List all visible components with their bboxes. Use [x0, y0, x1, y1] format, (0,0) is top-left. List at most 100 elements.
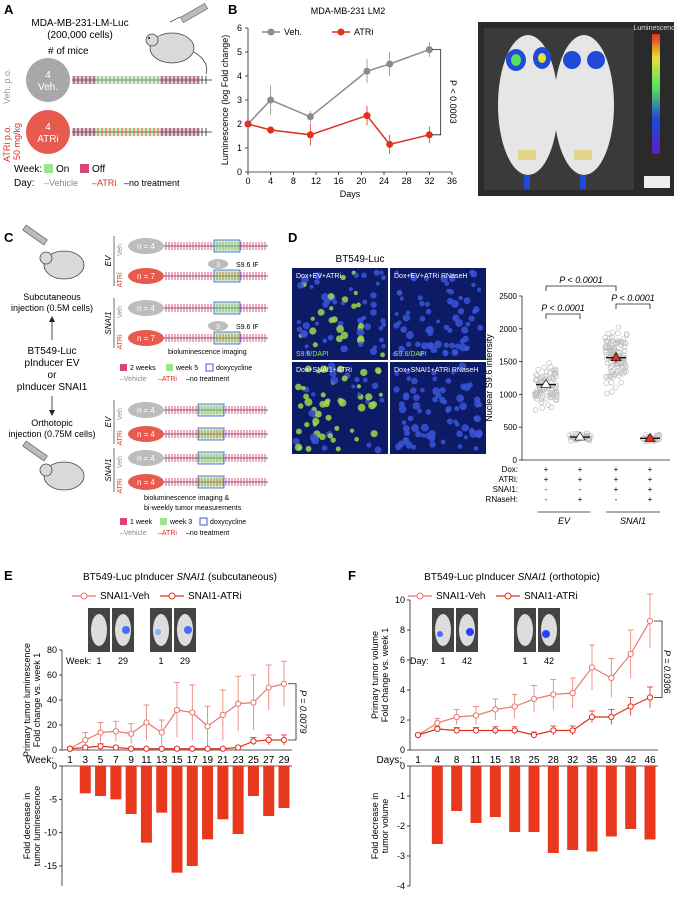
d-point [602, 345, 609, 351]
d-row-sign: + [578, 495, 583, 504]
f-lower-y-label-1: Fold decrease in [370, 793, 380, 860]
d-point [607, 345, 613, 351]
c-or-n-label: n = 4 [137, 430, 156, 439]
c-sc-dox-box [213, 331, 241, 345]
e-title-pre: BT549-Luc pInducer [83, 572, 176, 583]
panel-letter-e: E [4, 568, 13, 583]
d-image-nucleus [413, 394, 420, 401]
d-image-nucleus [445, 378, 452, 384]
d-image-nucleus [400, 326, 408, 333]
e-lower-bar [278, 766, 290, 808]
d-point [533, 393, 540, 399]
d-point [539, 405, 545, 411]
e-x-tick-label: 25 [248, 755, 260, 766]
d-point [534, 376, 540, 383]
d-point [548, 404, 555, 411]
d-image-nucleus [316, 369, 321, 374]
e-title-gene: SNAI1 [176, 572, 205, 583]
a-veh-circle [26, 58, 70, 102]
d-image-nucleus [468, 315, 475, 322]
e-lower-y-tick-label: -10 [44, 828, 57, 838]
b-y-tick-label: 1 [237, 143, 242, 153]
c-legend-or-none: –no treatment [186, 530, 229, 537]
panel-letter-b: B [228, 2, 237, 17]
b-x-tick-label: 16 [334, 176, 344, 186]
f-title: BT549-Luc pInducer SNAI1 (orthotopic) [424, 572, 600, 583]
d-image-nucleus [354, 376, 360, 383]
f-x-tick-label: 28 [548, 755, 560, 766]
d-image-nucleus [304, 422, 310, 428]
c-or-n-pill [128, 450, 164, 466]
c-sc-n-label: n = 7 [137, 272, 156, 281]
d-image-nucleus [394, 371, 400, 376]
f-lower-y-tick-label: -4 [397, 881, 405, 891]
f-lower-y-tick-label: -1 [397, 791, 405, 801]
d-image-nucleus [349, 428, 355, 433]
d-image-nucleus [321, 445, 328, 451]
e-x-tick-label: 29 [278, 755, 290, 766]
d-point [605, 338, 612, 345]
d-image-nucleus [405, 310, 411, 316]
e-lower-bar [171, 766, 183, 873]
c-legend-or-atri: –ATRi [158, 530, 177, 537]
a-legend-on: On [56, 164, 69, 175]
d-image-nucleus [309, 327, 317, 335]
d-point [615, 330, 621, 337]
d-image-nucleus [406, 376, 412, 382]
d-point [535, 393, 542, 399]
e-legend: SNAI1-Veh SNAI1-ATRi [72, 591, 242, 602]
d-row-sign: + [614, 465, 619, 474]
d-point [621, 369, 627, 375]
d-point [602, 334, 608, 341]
f-x-tick-label: 15 [490, 755, 502, 766]
c-mouse-bottom-icon [22, 440, 85, 491]
d-point [539, 373, 546, 379]
e-series-1-point [143, 745, 150, 752]
c-legend-or-b: week 3 [169, 519, 192, 526]
e-y-label-1: Primary tumor luminescence [22, 643, 32, 757]
d-image-nucleus [425, 308, 432, 315]
d-replicate-marker [610, 352, 622, 362]
e-x-tick-label: 7 [113, 755, 119, 766]
f-legend: SNAI1-Veh SNAI1-ATRi [408, 591, 578, 602]
d-row-label: ATRi: [499, 475, 518, 484]
b-series-1-point [363, 112, 371, 120]
a-cells-line1: MDA-MB-231-LM-Luc [31, 18, 128, 29]
f-series-0-point [434, 719, 441, 727]
a-veh-group: 4 Veh. [26, 58, 70, 102]
e-lower-y-tick-label: 0 [52, 761, 57, 771]
d-point [533, 371, 539, 378]
a-veh-route: Veh. p.o. [2, 68, 12, 104]
d-image-nucleus [424, 276, 429, 282]
a-veh-label: Veh. [38, 82, 58, 93]
f-lower-y-label-2: tumor volume [380, 799, 390, 854]
f-y-tick-label: 10 [395, 595, 405, 605]
panel-letter-f: F [348, 568, 356, 583]
b-y-tick-label: 0 [237, 167, 242, 177]
d-image-nucleus [311, 436, 320, 445]
d-image-nucleus [463, 435, 468, 440]
d-image-nucleus [381, 275, 386, 281]
d-image-nucleus [418, 351, 424, 357]
a-timelines [72, 76, 212, 136]
d-image-nucleus [305, 445, 312, 452]
f-lower-bar [644, 766, 656, 840]
d-point [618, 360, 624, 367]
c-sc-dox-box [213, 239, 241, 253]
d-image-nucleus [369, 347, 378, 356]
d-image-nucleus [370, 301, 377, 308]
d-image-nucleus [340, 345, 348, 353]
a-atri-circle [26, 110, 70, 154]
d-image-nucleus [351, 303, 357, 309]
b-x-tick-label: 28 [402, 176, 412, 186]
d-y-tick-label: 0 [513, 456, 518, 465]
d-image-nucleus [300, 329, 309, 338]
f-x-prefix: Days: [376, 755, 402, 766]
e-lower-y-tick-label: -15 [44, 861, 57, 871]
f-series-0-point [588, 664, 596, 671]
a-legend-week: Week: [14, 164, 42, 175]
d-image-nucleus [442, 350, 449, 357]
d-title: BT549-Luc [336, 254, 385, 265]
f-legend-atri: SNAI1-ATRi [524, 591, 578, 602]
